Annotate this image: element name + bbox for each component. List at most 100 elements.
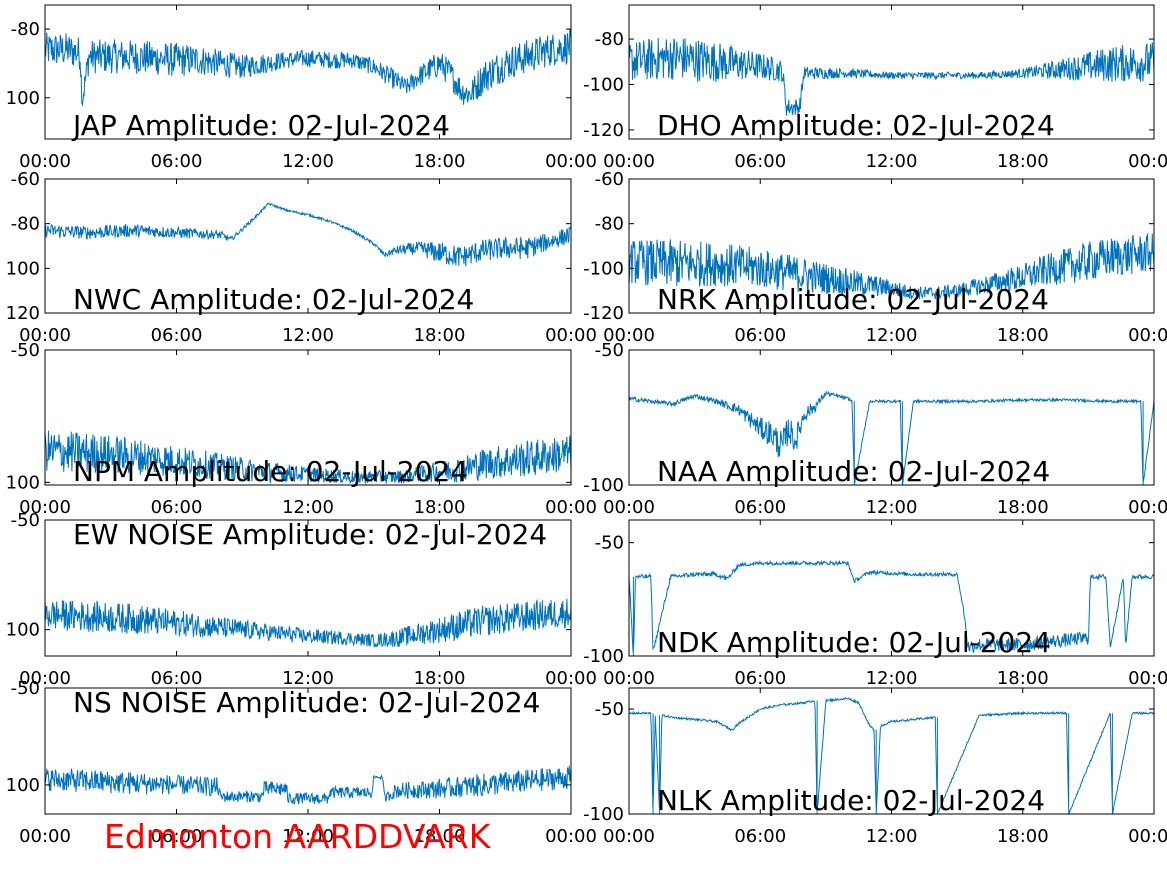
chart-2-ytick-label: 100 — [6, 258, 40, 279]
chart-7-xtick-label: 18:00 — [997, 668, 1049, 689]
chart-7-xtick-label: 12:00 — [866, 668, 918, 689]
chart-1-xtick-label: 06:00 — [734, 151, 786, 172]
chart-3-xtick-label: 18:00 — [997, 325, 1049, 346]
chart-9-xtick-label: 12:00 — [866, 826, 918, 847]
chart-1-ytick-label: -80 — [595, 29, 624, 50]
chart-0-xtick-label: 12:00 — [282, 151, 334, 172]
chart-5-xtick-label: 12:00 — [866, 497, 918, 518]
chart-5-series-line — [629, 390, 1154, 485]
chart-7-xtick-label: 00:00 — [1128, 668, 1167, 689]
chart-0-series-line — [45, 29, 571, 107]
chart-8-xtick-label: 12:00 — [282, 826, 334, 847]
chart-5-xtick-label: 00:00 — [1128, 497, 1167, 518]
station-footer-label: Edmonton AARDDVARK — [104, 817, 491, 856]
chart-1-ytick-label: -100 — [583, 74, 624, 95]
chart-2-series-line — [45, 202, 571, 267]
chart-panel-8: -50 100 00:00 06:00 12:00 18:00 00:00 NS NOISE … — [6, 678, 597, 847]
chart-0-xtick-label: 00:00 — [545, 151, 597, 172]
chart-1-xtick-label: 12:00 — [866, 151, 918, 172]
chart-2-xtick-label: 00:00 — [545, 325, 597, 346]
chart-9-series-line — [629, 697, 1154, 814]
chart-1-ytick-label: -120 — [583, 120, 624, 141]
chart-4-xtick-label: 06:00 — [151, 497, 203, 518]
chart-7-ytick-label: -100 — [583, 646, 624, 667]
chart-2-title: NWC Amplitude: 02-Jul-2024 — [73, 283, 474, 316]
chart-1-title: DHO Amplitude: 02-Jul-2024 — [657, 109, 1055, 142]
chart-4-xtick-label: 18:00 — [414, 497, 466, 518]
chart-2-ytick-label: -80 — [11, 214, 40, 235]
chart-6-ytick-label: 100 — [6, 620, 40, 641]
chart-9-ytick-label: -50 — [595, 699, 624, 720]
chart-2-xtick-label: 12:00 — [282, 325, 334, 346]
chart-2-ytick-label: 120 — [6, 303, 40, 324]
chart-8-ytick-label: -50 — [11, 678, 40, 699]
chart-8-xtick-label: 06:00 — [151, 826, 203, 847]
chart-6-xtick-label: 00:00 — [545, 668, 597, 689]
chart-0-xtick-label: 00:00 — [19, 151, 71, 172]
chart-5-ytick-label: -100 — [583, 475, 624, 496]
chart-9-title: NLK Amplitude: 02-Jul-2024 — [657, 784, 1045, 817]
chart-3-xtick-label: 06:00 — [734, 325, 786, 346]
chart-0-ytick-label: -80 — [11, 19, 40, 40]
chart-5-xtick-label: 00:00 — [603, 497, 655, 518]
chart-0-xtick-label: 06:00 — [151, 151, 203, 172]
chart-3-ytick-label: -60 — [595, 169, 624, 190]
chart-8-series-line — [45, 765, 571, 805]
chart-9-xtick-label: 00:00 — [1128, 826, 1167, 847]
chart-3-series-line — [629, 233, 1154, 300]
chart-panel-1: -80-100-12000:0006:0012:0018:0000:00DHO … — [583, 4, 1167, 172]
chart-6-xtick-label: 18:00 — [414, 668, 466, 689]
chart-3-xtick-label: 00:00 — [1128, 325, 1167, 346]
chart-0-title: JAP Amplitude: 02-Jul-2024 — [71, 109, 450, 142]
chart-6-series-line — [45, 598, 571, 648]
chart-1-series-line — [629, 37, 1154, 117]
chart-8-xtick-label: 00:00 — [19, 826, 71, 847]
chart-6-ytick-label: -50 — [11, 510, 40, 531]
chart-5-title: NAA Amplitude: 02-Jul-2024 — [657, 455, 1050, 488]
chart-4-ytick-label: 100 — [6, 472, 40, 493]
chart-6-xtick-label: 06:00 — [151, 668, 203, 689]
chart-3-ytick-label: -100 — [583, 258, 624, 279]
chart-4-xtick-label: 00:00 — [19, 497, 71, 518]
chart-3-xtick-label: 12:00 — [866, 325, 918, 346]
chart-8-xtick-label: 00:00 — [545, 826, 597, 847]
chart-5-xtick-label: 06:00 — [734, 497, 786, 518]
chart-5-ytick-label: -50 — [595, 340, 624, 361]
chart-7-series-line — [629, 559, 1154, 656]
chart-4-xtick-label: 00:00 — [545, 497, 597, 518]
chart-9-xtick-label: 06:00 — [734, 826, 786, 847]
chart-3-ytick-label: -120 — [583, 303, 624, 324]
chart-9-xtick-label: 18:00 — [997, 826, 1049, 847]
chart-3-title: NRK Amplitude: 02-Jul-2024 — [657, 283, 1049, 316]
chart-9-xtick-label: 00:00 — [603, 826, 655, 847]
chart-panel-3: -60-80-100-12000:0006:0012:0018:0000:00N… — [583, 169, 1167, 346]
chart-7-xtick-label: 00:00 — [603, 668, 655, 689]
chart-7-ytick-label: -50 — [595, 533, 624, 554]
chart-3-ytick-label: -80 — [595, 214, 624, 235]
chart-5-xtick-label: 18:00 — [997, 497, 1049, 518]
chart-2-xtick-label: 06:00 — [151, 325, 203, 346]
chart-0-ytick-label: 100 — [6, 88, 40, 109]
chart-2-xtick-label: 18:00 — [414, 325, 466, 346]
chart-6-xtick-label: 00:00 — [19, 668, 71, 689]
chart-7-xtick-label: 06:00 — [734, 668, 786, 689]
chart-1-xtick-label: 18:00 — [997, 151, 1049, 172]
chart-7-title: NDK Amplitude: 02-Jul-2024 — [657, 626, 1051, 659]
chart-4-title: NPM Amplitude: 02-Jul-2024 — [73, 455, 468, 488]
chart-6-title: EW NOISE Amplitude: 02-Jul-2024 — [73, 518, 547, 551]
chart-6-xtick-label: 12:00 — [282, 668, 334, 689]
chart-1-xtick-label: 00:00 — [1128, 151, 1167, 172]
chart-4-xtick-label: 12:00 — [282, 497, 334, 518]
chart-8-title: NS NOISE Amplitude: 02-Jul-2024 — [73, 686, 540, 719]
chart-1-xtick-label: 00:00 — [603, 151, 655, 172]
chart-4-ytick-label: -50 — [11, 340, 40, 361]
chart-2-ytick-label: -60 — [11, 169, 40, 190]
chart-9-ytick-label: -100 — [583, 804, 624, 825]
